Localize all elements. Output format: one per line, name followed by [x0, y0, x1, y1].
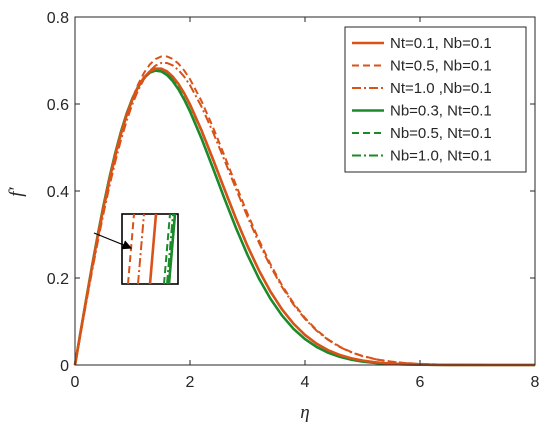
legend-label-5: Nb=0.5, Nt=0.1 — [390, 125, 492, 142]
y-axis-label: f′ — [6, 186, 27, 196]
y-tick-label: 0.4 — [47, 184, 69, 201]
x-tick-label: 8 — [531, 374, 540, 391]
inset-line-6 — [166, 213, 174, 285]
inset-line-3 — [137, 213, 145, 285]
legend-label-4: Nb=0.3, Nt=0.1 — [390, 103, 492, 120]
y-tick-label: 0.6 — [47, 97, 69, 114]
legend-label-3: Nt=1.0 ,Nb=0.1 — [390, 80, 492, 97]
x-tick-label: 4 — [301, 374, 310, 391]
legend-box — [344, 26, 527, 173]
legend-label-6: Nb=1.0, Nt=0.1 — [390, 148, 492, 165]
axis-ticks: 0 2 4 6 8 0 0.2 0.4 0.6 0.8 — [47, 10, 540, 391]
zoom-inset — [93, 213, 179, 285]
inset-line-5 — [163, 213, 171, 285]
inset-line-4 — [167, 213, 177, 285]
y-tick-label: 0.8 — [47, 10, 69, 27]
x-axis-label: η — [300, 402, 309, 423]
y-tick-label: 0 — [60, 358, 69, 375]
inset-pointer-arrow — [93, 232, 133, 250]
x-tick-label: 2 — [186, 374, 195, 391]
series-line-3 — [74, 61, 536, 366]
y-tick-label: 0.2 — [47, 271, 69, 288]
x-tick-label: 6 — [416, 374, 425, 391]
legend: Nt=0.1, Nb=0.1 Nt=0.5, Nb=0.1 Nt=1.0 ,Nb=0… — [344, 26, 527, 173]
legend-label-1: Nt=0.1, Nb=0.1 — [390, 35, 492, 52]
legend-label-2: Nt=0.5, Nb=0.1 — [390, 58, 492, 75]
x-tick-label: 0 — [71, 374, 80, 391]
inset-line-1 — [148, 213, 158, 285]
